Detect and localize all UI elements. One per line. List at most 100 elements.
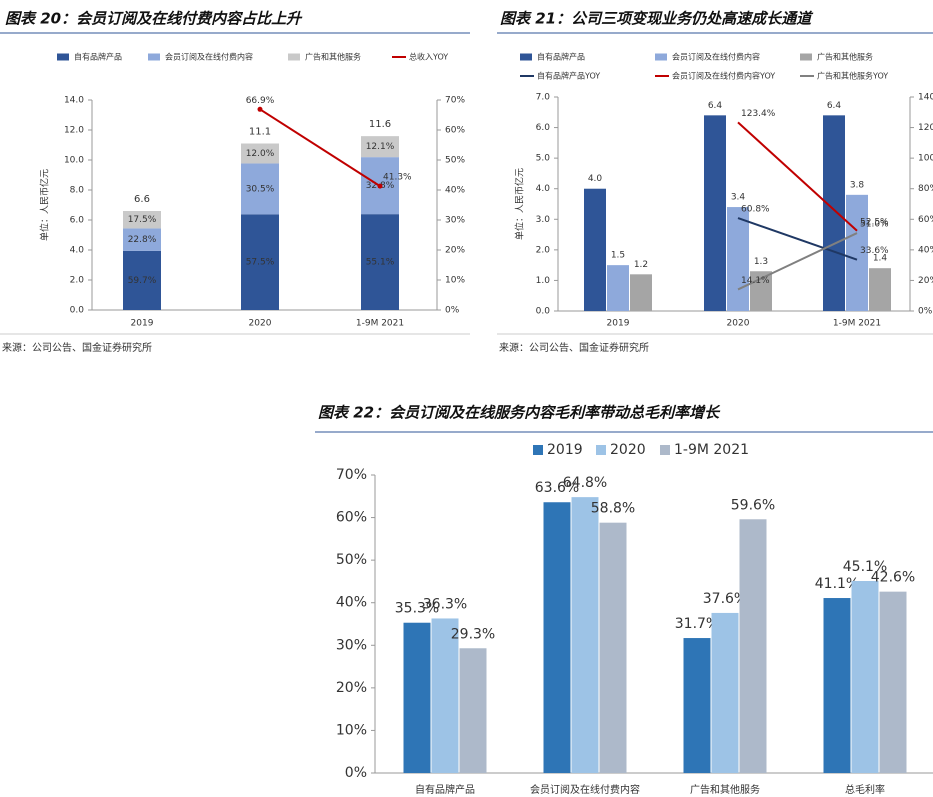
legend-swatch <box>660 445 670 455</box>
bar <box>403 622 431 773</box>
y2-tick-label: 50% <box>445 156 465 166</box>
bar <box>459 648 487 773</box>
value-label: 3.8 <box>850 180 865 190</box>
bar-segment <box>241 143 279 164</box>
value-label: 1.5 <box>611 251 625 261</box>
line-series <box>737 121 858 232</box>
value-label: 1.4 <box>873 254 888 264</box>
legend-swatch <box>800 53 812 61</box>
x-tick-label: 自有品牌产品 <box>415 783 475 796</box>
total-label: 11.6 <box>369 119 391 130</box>
y-tick-label: 4.0 <box>70 246 85 256</box>
line-point <box>257 106 263 112</box>
bar <box>607 265 629 311</box>
bar-segment <box>241 214 279 310</box>
y2-tick-label: 60% <box>918 215 933 225</box>
line-point <box>377 183 383 189</box>
value-label: 64.8% <box>563 475 607 491</box>
legend-label: 自有品牌产品 <box>537 52 585 62</box>
y2-tick-label: 140% <box>918 93 933 103</box>
bar <box>846 194 868 311</box>
x-tick-label: 会员订阅及在线付费内容 <box>530 783 640 796</box>
y-tick-label: 0.0 <box>70 306 85 316</box>
legend-swatch <box>57 53 69 61</box>
value-label: 1.3 <box>754 257 768 267</box>
legend-label: 广告和其他服务YOY <box>817 71 888 81</box>
bar <box>630 274 652 311</box>
bar-segment <box>123 211 161 229</box>
bar <box>869 268 891 311</box>
legend-swatch <box>533 445 543 455</box>
y-axis-title: 单位：人民币亿元 <box>514 168 526 240</box>
bar-segment <box>361 136 399 158</box>
legend-swatch <box>148 53 160 61</box>
legend-label: 自有品牌产品YOY <box>537 71 600 81</box>
bar-segment <box>123 228 161 251</box>
bar <box>683 638 711 773</box>
value-label: 36.3% <box>423 596 467 612</box>
line-value-label: 52.5% <box>860 217 889 227</box>
legend-swatch <box>655 53 667 61</box>
y-tick-label: 5.0 <box>536 154 551 164</box>
share-label: 12.0% <box>246 149 275 159</box>
x-tick-label: 2020 <box>249 319 272 329</box>
share-label: 17.5% <box>128 215 157 225</box>
y-tick-label: 6.0 <box>70 216 85 226</box>
bar-segment <box>123 250 161 310</box>
total-label: 11.1 <box>249 127 271 138</box>
y2-tick-label: 100% <box>918 154 933 164</box>
y-tick-label: 3.0 <box>536 215 551 225</box>
bar <box>704 115 726 311</box>
line-value-label: 60.8% <box>741 205 770 215</box>
y-tick-label: 14.0 <box>64 96 84 106</box>
y-tick-label: 1.0 <box>536 276 551 286</box>
share-label: 30.5% <box>246 184 275 194</box>
x-tick-label: 2019 <box>607 319 630 329</box>
y2-tick-label: 120% <box>918 123 933 133</box>
y2-tick-label: 60% <box>445 126 465 136</box>
total-label: 6.6 <box>134 194 150 205</box>
legend-label: 总收入YOY <box>409 52 448 62</box>
bar <box>543 502 571 773</box>
y-tick-label: 6.0 <box>536 123 551 133</box>
y2-tick-label: 10% <box>445 276 465 286</box>
y2-tick-label: 20% <box>918 276 933 286</box>
bar <box>711 612 739 773</box>
value-label: 29.3% <box>451 626 495 642</box>
value-label: 4.0 <box>588 174 603 184</box>
y-tick-label: 30% <box>336 637 367 653</box>
y-tick-label: 70% <box>336 467 367 483</box>
bar <box>879 591 907 773</box>
value-label: 63.6% <box>535 480 579 496</box>
value-label: 35.3% <box>395 601 439 617</box>
y-tick-label: 40% <box>336 595 367 611</box>
bar <box>739 519 767 773</box>
legend-label: 会员订阅及在线付费内容 <box>672 52 760 62</box>
legend-label: 会员订阅及在线付费内容YOY <box>672 71 775 81</box>
bar <box>584 188 606 311</box>
x-tick-label: 2020 <box>727 319 750 329</box>
x-tick-label: 总毛利率 <box>845 783 885 796</box>
legend-swatch <box>288 53 300 61</box>
value-label: 42.6% <box>871 570 915 586</box>
share-label: 12.1% <box>366 142 395 152</box>
x-tick-label: 广告和其他服务 <box>690 783 760 796</box>
bar-segment <box>361 214 399 310</box>
bar-segment <box>241 163 279 215</box>
source-note: 来源：公司公告、国金证券研究所 <box>499 341 649 354</box>
y-tick-label: 10% <box>336 722 367 738</box>
value-label: 45.1% <box>843 559 887 575</box>
value-label: 58.8% <box>591 501 635 517</box>
y2-tick-label: 0% <box>918 307 933 317</box>
legend-label: 广告和其他服务 <box>817 52 873 62</box>
line-value-label: 14.1% <box>741 276 770 286</box>
value-label: 6.4 <box>827 101 842 111</box>
x-tick-label: 1-9M 2021 <box>356 319 404 329</box>
value-label: 41.1% <box>815 576 859 592</box>
legend-label: 自有品牌产品 <box>74 52 122 62</box>
y2-tick-label: 80% <box>918 184 933 194</box>
line-value-label: 123.4% <box>741 109 776 119</box>
value-label: 59.6% <box>731 497 775 513</box>
